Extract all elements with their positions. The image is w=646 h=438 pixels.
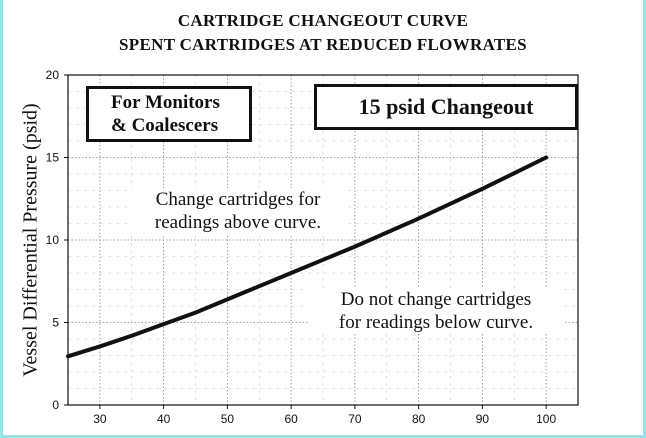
y-axis-label: Vessel Differential Pressure (psid) [19, 103, 42, 377]
x-tick-label: 80 [412, 412, 426, 426]
y-tick-label: 0 [52, 398, 59, 412]
changeout-box: 15 psid Changeout [314, 84, 578, 130]
x-tick-label: 30 [93, 412, 107, 426]
note-below-line1: Do not change cartridges [340, 289, 532, 310]
series-group [66, 155, 549, 359]
x-tick-label: 60 [284, 412, 298, 426]
y-tick-label: 5 [52, 316, 59, 330]
x-tick-label: 70 [348, 412, 362, 426]
monitors-label: For Monitors [111, 92, 220, 113]
note-above-curve: Change cartridges for readings above cur… [128, 188, 348, 234]
y-tick-label: 20 [46, 68, 60, 82]
note-below-line2: for readings below curve. [338, 312, 534, 333]
y-tick-label: 10 [46, 233, 60, 247]
chart-subtitle: SPENT CARTRIDGES AT REDUCED FLOWRATES [119, 35, 527, 54]
note-above-line1: Change cartridges for [155, 189, 321, 210]
x-tick-label: 40 [157, 412, 171, 426]
x-tick-label: 100 [536, 412, 556, 426]
x-tick-label: 50 [221, 412, 235, 426]
coalescers-label: & Coalescers [111, 115, 219, 136]
y-tick-label: 15 [46, 151, 60, 165]
note-above-line2: readings above curve. [154, 212, 322, 233]
note-below-curve: Do not change cartridges for readings be… [308, 288, 564, 334]
monitors-coalescers-box: For Monitors & Coalescers [86, 86, 252, 142]
changeout-curve [66, 155, 549, 359]
chart-title: CARTRIDGE CHANGEOUT CURVE [177, 11, 469, 30]
axis-ticks: 30 40 50 60 70 80 90 100 0 5 10 15 20 [46, 68, 557, 426]
x-tick-label: 90 [476, 412, 490, 426]
